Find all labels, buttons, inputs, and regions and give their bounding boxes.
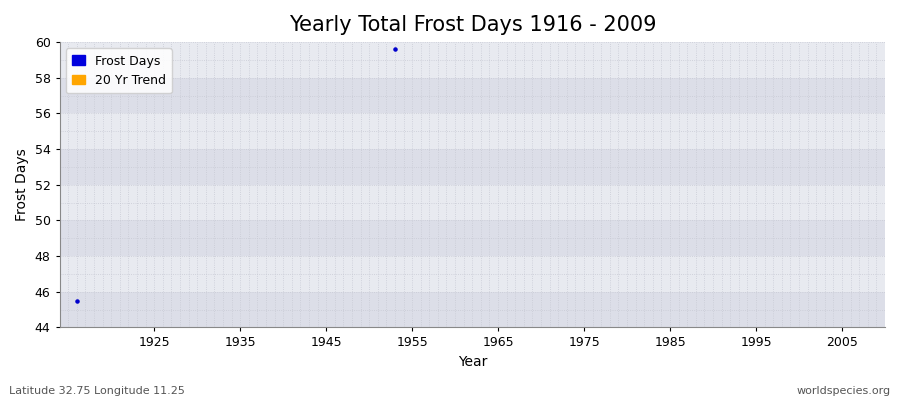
Point — [388, 46, 402, 52]
X-axis label: Year: Year — [457, 355, 487, 369]
Bar — [59, 114, 885, 149]
Text: Latitude 32.75 Longitude 11.25: Latitude 32.75 Longitude 11.25 — [9, 386, 184, 396]
Point — [69, 298, 84, 304]
Legend: Frost Days, 20 Yr Trend: Frost Days, 20 Yr Trend — [66, 48, 172, 93]
Y-axis label: Frost Days: Frost Days — [15, 148, 29, 221]
Bar — [59, 256, 885, 292]
Bar — [59, 78, 885, 114]
Bar — [59, 220, 885, 256]
Text: worldspecies.org: worldspecies.org — [796, 386, 891, 396]
Bar — [59, 42, 885, 78]
Title: Yearly Total Frost Days 1916 - 2009: Yearly Total Frost Days 1916 - 2009 — [289, 15, 656, 35]
Bar — [59, 185, 885, 220]
Bar — [59, 292, 885, 328]
Bar — [59, 149, 885, 185]
